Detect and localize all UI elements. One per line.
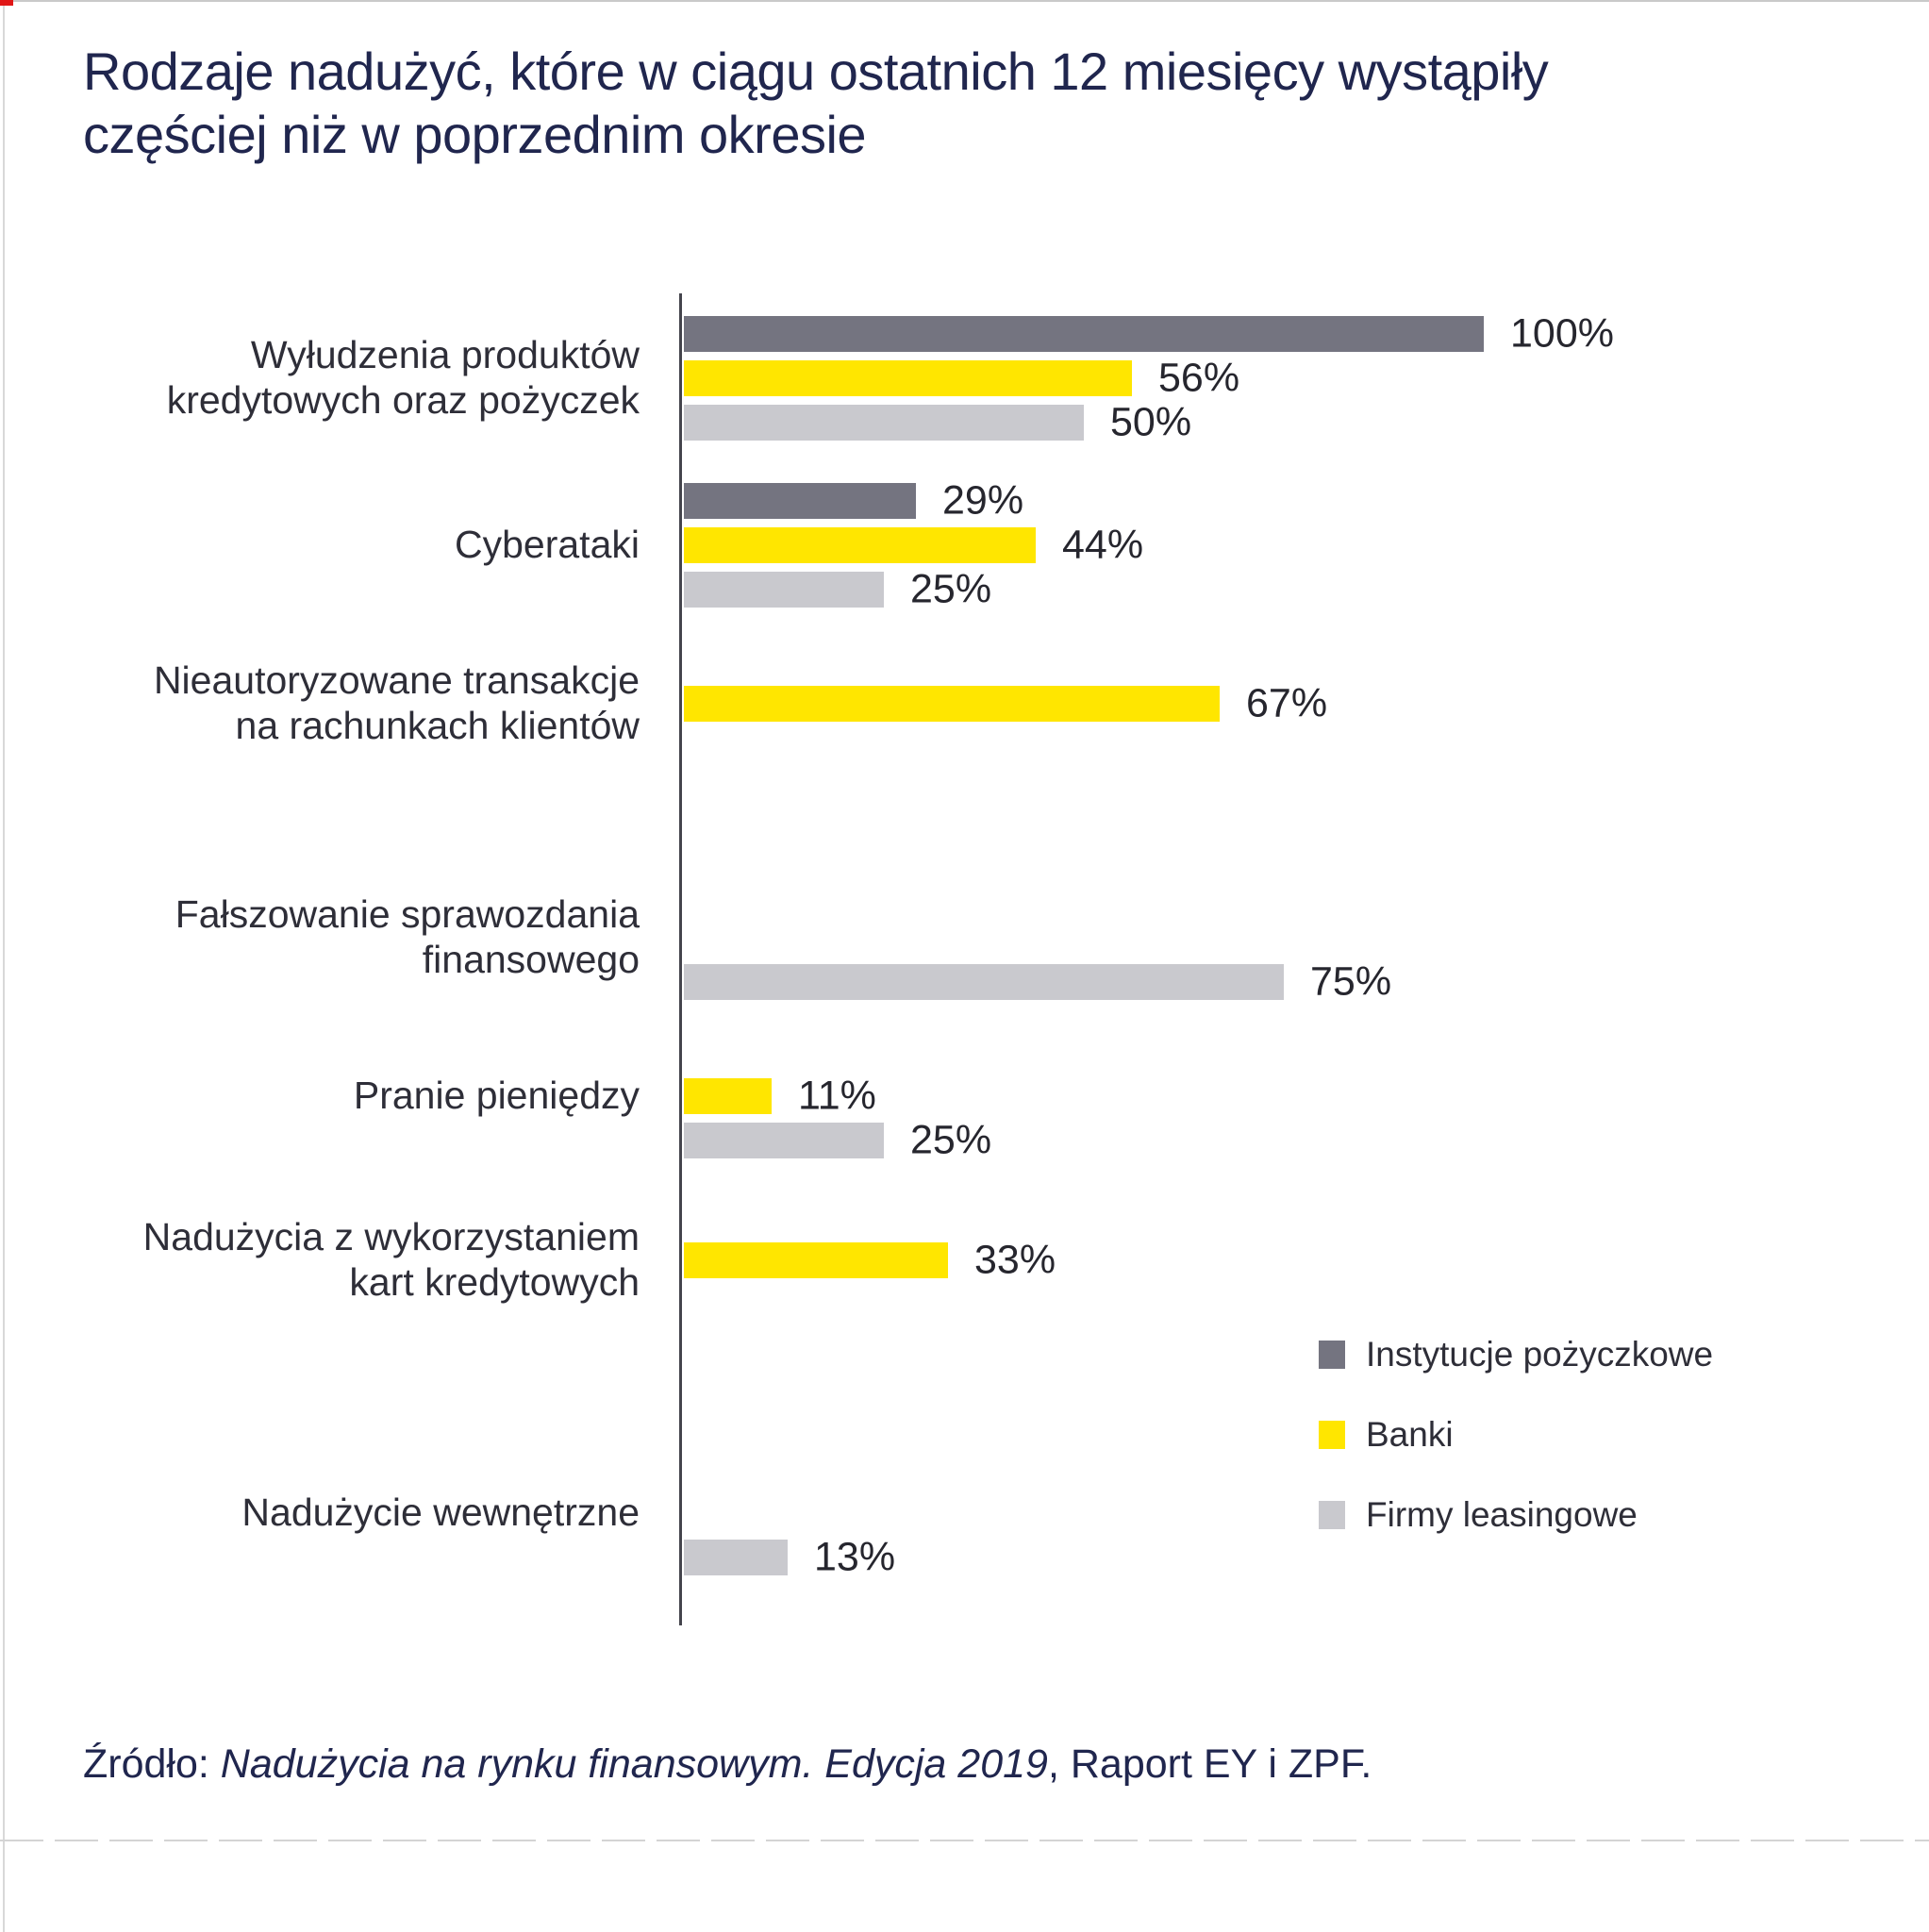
source-report-title: Nadużycia na rynku finansowym. Edycja 20… — [220, 1741, 1048, 1787]
legend-swatch — [1319, 1341, 1345, 1369]
bar-value-label: 11% — [798, 1073, 876, 1119]
source-suffix: , Raport EY i ZPF. — [1047, 1741, 1372, 1787]
bar-value-label: 13% — [814, 1534, 896, 1580]
legend-swatch — [1319, 1501, 1345, 1529]
source-note: Źródło: Nadużycia na rynku finansowym. E… — [83, 1741, 1372, 1788]
category-label: Cyberataki — [455, 523, 640, 567]
bar-value-label: 75% — [1310, 958, 1392, 1005]
bar-value-label: 25% — [910, 566, 992, 612]
bar — [684, 483, 916, 519]
bar-value-label: 25% — [910, 1117, 992, 1163]
bar — [684, 360, 1132, 396]
bar — [684, 316, 1484, 352]
category-label: Fałszowanie sprawozdania finansowego — [175, 892, 640, 981]
bar — [684, 1242, 948, 1278]
left-border-line — [3, 0, 5, 1932]
bar — [684, 405, 1084, 441]
bar — [684, 1123, 884, 1158]
bar — [684, 1540, 788, 1575]
bar-value-label: 50% — [1110, 399, 1192, 445]
category-label: Nadużycie wewnętrzne — [241, 1491, 640, 1535]
category-label: Wyłudzenia produktów kredytowych oraz poż… — [166, 333, 640, 422]
source-prefix: Źródło: — [83, 1741, 221, 1787]
bar-value-label: 33% — [974, 1237, 1056, 1283]
page-title: Rodzaje nadużyć, które w ciągu ostatnich… — [83, 42, 1549, 165]
bar-value-label: 100% — [1510, 310, 1614, 357]
legend-item: Banki — [1319, 1415, 1454, 1455]
legend-label: Banki — [1366, 1415, 1454, 1454]
bar-value-label: 29% — [942, 477, 1024, 524]
legend-item: Firmy leasingowe — [1319, 1495, 1638, 1535]
top-border-line — [0, 0, 1929, 2]
category-label: Pranie pieniędzy — [353, 1074, 640, 1118]
category-label: Nieautoryzowane transakcje na rachunkach … — [153, 658, 640, 747]
bar-value-label: 44% — [1062, 522, 1144, 568]
category-label: Nadużycia z wykorzystaniem kart kredytowy… — [142, 1215, 640, 1304]
bar-value-label: 56% — [1158, 355, 1240, 401]
y-axis-line — [679, 293, 682, 1625]
legend-item: Instytucje pożyczkowe — [1319, 1335, 1713, 1374]
bar — [684, 572, 884, 608]
bottom-border-line — [0, 1840, 1929, 1841]
bar-value-label: 67% — [1246, 680, 1328, 726]
legend-label: Instytucje pożyczkowe — [1366, 1335, 1714, 1374]
bar — [684, 1078, 772, 1114]
legend-swatch — [1319, 1421, 1345, 1449]
legend-label: Firmy leasingowe — [1366, 1495, 1638, 1534]
bar — [684, 527, 1036, 563]
bar — [684, 964, 1284, 1000]
bar — [684, 686, 1220, 722]
corner-red-mark — [0, 0, 13, 6]
